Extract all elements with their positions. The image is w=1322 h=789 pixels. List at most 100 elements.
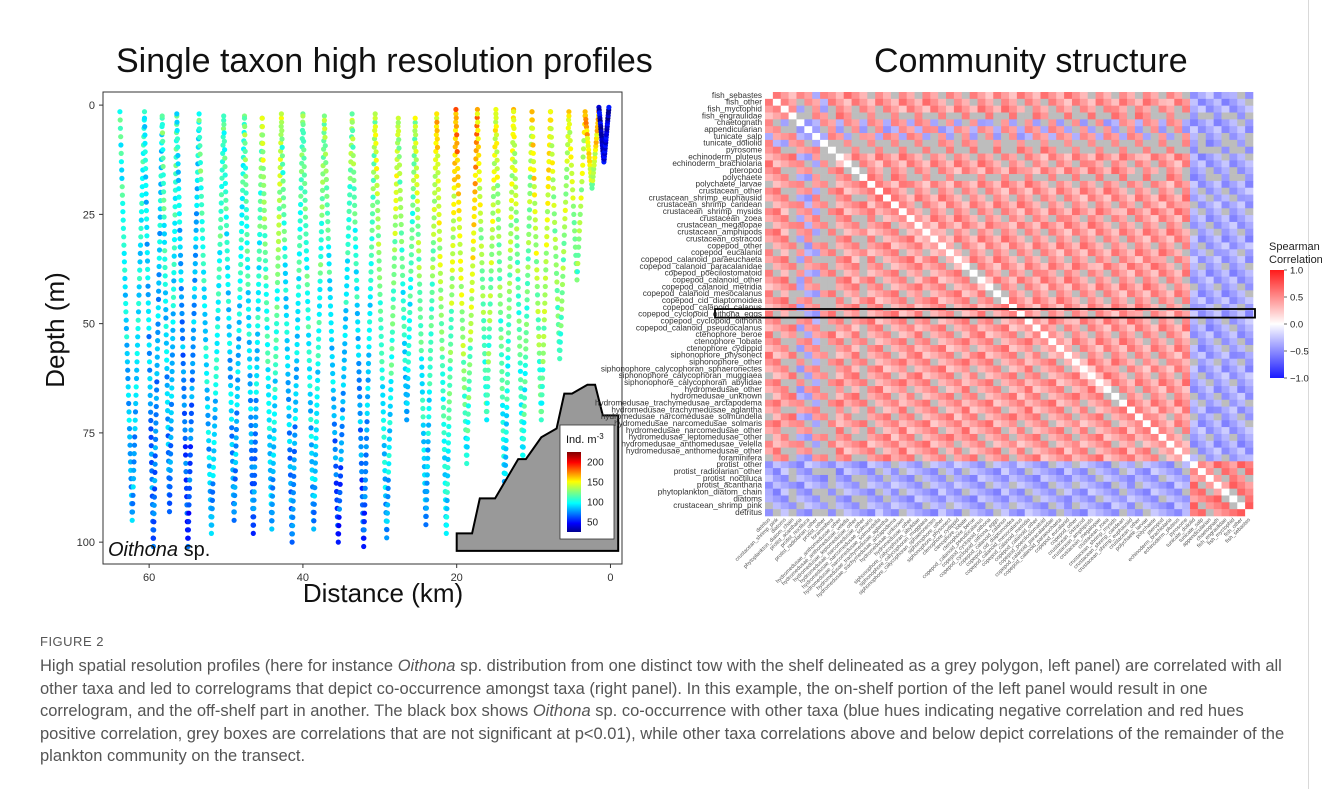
profile-point	[236, 327, 242, 334]
heatmap-cell	[930, 133, 939, 141]
heatmap-cell	[859, 392, 868, 401]
heatmap-cell	[1221, 338, 1230, 346]
heatmap-cell	[772, 379, 782, 387]
heatmap-cell	[914, 174, 923, 182]
profile-point	[284, 329, 290, 335]
heatmap-cell	[1158, 112, 1167, 120]
heatmap-cell	[1103, 249, 1112, 257]
heatmap-cell	[1142, 338, 1151, 346]
heatmap-cell	[1158, 92, 1167, 100]
heatmap-cell	[1048, 112, 1057, 120]
profile-point	[277, 181, 283, 187]
profile-point	[216, 266, 222, 272]
heatmap-cell	[1040, 290, 1049, 298]
heatmap-cell	[922, 269, 931, 277]
heatmap-cell	[890, 290, 900, 298]
profile-point	[212, 415, 218, 421]
heatmap-cell	[953, 317, 963, 325]
heatmap-cell	[812, 139, 821, 148]
heatmap-cell	[977, 235, 986, 243]
heatmap-cell	[788, 105, 797, 113]
heatmap-cell	[772, 174, 782, 182]
profile-point	[135, 317, 141, 323]
heatmap-cell	[1245, 324, 1254, 332]
heatmap-cell	[796, 372, 805, 380]
heatmap-cell	[1205, 201, 1214, 209]
heatmap-cell	[914, 324, 923, 332]
heatmap-cell	[1213, 256, 1222, 264]
heatmap-cell	[1119, 297, 1128, 305]
heatmap-cell	[812, 249, 821, 257]
heatmap-cell	[812, 276, 821, 284]
heatmap-cell	[796, 379, 805, 387]
heatmap-cell	[851, 304, 860, 312]
profile-point	[178, 261, 184, 267]
heatmap-cell	[1079, 126, 1089, 134]
heatmap-cell	[1032, 201, 1041, 209]
heatmap-cell	[890, 187, 900, 195]
heatmap-cell	[812, 290, 821, 298]
heatmap-cell	[1087, 317, 1096, 325]
heatmap-cell	[1205, 345, 1214, 353]
heatmap-cell	[914, 290, 923, 298]
heatmap-cell	[1040, 153, 1049, 161]
heatmap-cell	[1095, 92, 1104, 100]
heatmap-cell	[1111, 338, 1120, 346]
heatmap-cell	[812, 317, 821, 325]
heatmap-cell	[1150, 194, 1159, 202]
heatmap-cell	[1205, 153, 1214, 161]
profile-point	[119, 167, 125, 173]
heatmap-cell	[867, 304, 876, 312]
heatmap-cell	[1190, 256, 1199, 264]
heatmap-cell	[930, 180, 939, 189]
profile-point	[186, 519, 192, 525]
heatmap-cell	[867, 276, 876, 284]
profile-point	[267, 442, 273, 448]
heatmap-cell	[1213, 276, 1222, 284]
heatmap-cell	[859, 119, 868, 127]
heatmap-cell	[969, 221, 978, 230]
heatmap-cell	[1040, 372, 1049, 380]
profile-point	[275, 271, 281, 277]
heatmap-cell	[1158, 242, 1167, 250]
profile-point	[285, 371, 291, 377]
profile-point	[259, 124, 265, 130]
heatmap-cell	[1040, 112, 1049, 120]
profile-point	[279, 153, 285, 159]
profile-point	[175, 144, 181, 150]
heatmap-cell	[796, 105, 805, 113]
heatmap-cell	[1064, 256, 1073, 264]
profile-point	[135, 334, 141, 340]
heatmap-cell	[1056, 167, 1065, 175]
profile-point	[242, 148, 248, 154]
heatmap-cell	[812, 133, 821, 141]
heatmap-cell	[1213, 242, 1222, 250]
profile-point	[203, 345, 209, 351]
heatmap-cell	[780, 194, 789, 202]
heatmap-cell	[1190, 119, 1199, 127]
heatmap-cell	[1134, 269, 1144, 277]
profile-point	[260, 165, 266, 172]
heatmap-cell	[1040, 228, 1049, 236]
heatmap-cell	[820, 372, 829, 380]
heatmap-cell	[898, 92, 907, 100]
heatmap-cell	[890, 112, 900, 120]
heatmap-cell	[1032, 338, 1041, 346]
heatmap-cell	[1040, 242, 1049, 250]
heatmap-cell	[1229, 112, 1238, 120]
heatmap-cell	[1166, 208, 1175, 216]
heatmap-cell	[827, 208, 837, 216]
profile-point	[270, 468, 276, 475]
heatmap-cell	[993, 324, 1002, 332]
heatmap-cell	[1150, 235, 1159, 243]
heatmap-cell	[780, 392, 789, 401]
heatmap-cell	[1127, 324, 1136, 332]
heatmap-cell	[1229, 304, 1238, 312]
heatmap-cell	[1032, 351, 1041, 360]
heatmap-cell	[898, 269, 907, 277]
heatmap-cell	[993, 331, 1002, 339]
heatmap-cell	[1205, 304, 1214, 312]
heatmap-cell	[1150, 386, 1159, 394]
heatmap-cell	[851, 194, 860, 202]
heatmap-cell	[1009, 283, 1018, 291]
